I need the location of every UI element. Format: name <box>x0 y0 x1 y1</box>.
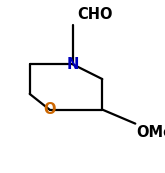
Text: CHO: CHO <box>78 7 113 22</box>
Text: O: O <box>43 102 56 117</box>
Text: N: N <box>66 57 79 72</box>
Text: OMe: OMe <box>136 125 165 140</box>
